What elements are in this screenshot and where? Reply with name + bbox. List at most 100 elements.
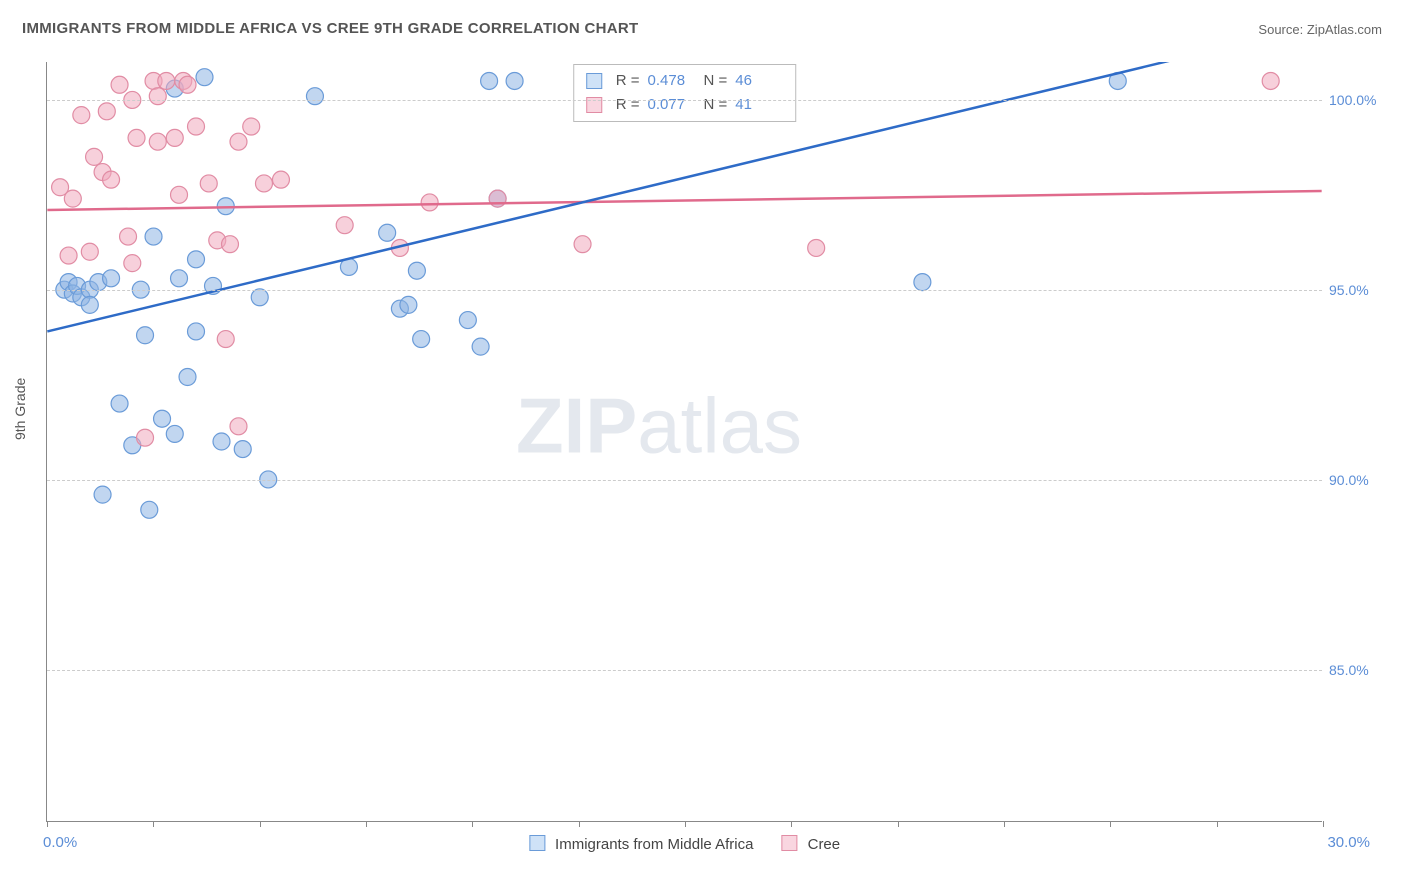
legend-label-2: Cree	[808, 836, 841, 853]
x-tick	[366, 821, 367, 827]
scatter-point	[217, 331, 234, 348]
source-name: ZipAtlas.com	[1307, 22, 1382, 37]
stat-N-value-2: 41	[735, 93, 783, 117]
scatter-point	[60, 247, 77, 264]
scatter-point	[103, 270, 120, 287]
scatter-point	[179, 368, 196, 385]
stat-R-label: R =	[616, 69, 640, 93]
scatter-point	[64, 190, 81, 207]
source-label: Source: ZipAtlas.com	[1258, 22, 1382, 37]
scatter-point	[171, 270, 188, 287]
scatter-point	[481, 72, 498, 89]
scatter-point	[1262, 72, 1279, 89]
chart-svg	[47, 62, 1322, 821]
scatter-point	[154, 410, 171, 427]
stats-legend-box: R = 0.478 N = 46 R = 0.077 N = 41	[573, 64, 797, 122]
scatter-point	[188, 323, 205, 340]
scatter-point	[179, 76, 196, 93]
legend-label-1: Immigrants from Middle Africa	[555, 836, 753, 853]
plot-area: ZIPatlas R = 0.478 N = 46 R = 0.077 N = …	[46, 62, 1322, 822]
scatter-point	[73, 289, 90, 306]
scatter-point	[205, 277, 222, 294]
scatter-point	[69, 277, 86, 294]
y-tick-label: 100.0%	[1329, 92, 1384, 108]
scatter-point	[459, 312, 476, 329]
scatter-point	[124, 255, 141, 272]
legend-item-1: Immigrants from Middle Africa	[529, 835, 754, 853]
scatter-point	[506, 72, 523, 89]
scatter-point	[94, 486, 111, 503]
swatch-series1	[586, 73, 602, 89]
y-tick-label: 90.0%	[1329, 472, 1384, 488]
stat-R-value-1: 0.478	[648, 69, 696, 93]
scatter-point	[234, 441, 251, 458]
scatter-point	[73, 107, 90, 124]
x-axis-min-label: 0.0%	[43, 834, 77, 851]
scatter-point	[400, 296, 417, 313]
scatter-point	[166, 80, 183, 97]
scatter-point	[64, 285, 81, 302]
scatter-point	[120, 228, 137, 245]
scatter-point	[60, 274, 77, 291]
scatter-point	[188, 251, 205, 268]
scatter-point	[145, 72, 162, 89]
bottom-legend: Immigrants from Middle Africa Cree	[529, 835, 840, 853]
scatter-point	[808, 239, 825, 256]
scatter-point	[149, 133, 166, 150]
scatter-point	[230, 418, 247, 435]
scatter-point	[141, 501, 158, 518]
scatter-point	[413, 331, 430, 348]
x-tick	[1004, 821, 1005, 827]
scatter-point	[213, 433, 230, 450]
x-tick	[685, 821, 686, 827]
x-tick	[579, 821, 580, 827]
scatter-point	[336, 217, 353, 234]
scatter-point	[408, 262, 425, 279]
gridline-h	[47, 670, 1322, 671]
trend-line	[47, 191, 1321, 210]
scatter-point	[90, 274, 107, 291]
scatter-point	[421, 194, 438, 211]
stats-row-series1: R = 0.478 N = 46	[586, 69, 784, 93]
x-tick	[47, 821, 48, 827]
scatter-point	[255, 175, 272, 192]
gridline-h	[47, 100, 1322, 101]
scatter-point	[98, 103, 115, 120]
x-tick	[260, 821, 261, 827]
scatter-point	[137, 327, 154, 344]
scatter-point	[52, 179, 69, 196]
scatter-point	[94, 164, 111, 181]
scatter-point	[81, 243, 98, 260]
scatter-point	[145, 228, 162, 245]
scatter-point	[111, 76, 128, 93]
scatter-point	[149, 88, 166, 105]
scatter-point	[340, 258, 357, 275]
x-tick	[153, 821, 154, 827]
scatter-point	[103, 171, 120, 188]
stat-N-label: N =	[704, 69, 728, 93]
scatter-point	[222, 236, 239, 253]
scatter-point	[489, 190, 506, 207]
x-axis-max-label: 30.0%	[1327, 834, 1370, 851]
stat-N-value-1: 46	[735, 69, 783, 93]
scatter-point	[472, 338, 489, 355]
stat-R-value-2: 0.077	[648, 93, 696, 117]
scatter-point	[914, 274, 931, 291]
scatter-point	[171, 186, 188, 203]
y-axis-label: 9th Grade	[12, 378, 28, 440]
scatter-point	[230, 133, 247, 150]
x-tick	[472, 821, 473, 827]
x-tick	[1110, 821, 1111, 827]
scatter-point	[272, 171, 289, 188]
x-tick	[1217, 821, 1218, 827]
scatter-point	[306, 88, 323, 105]
scatter-point	[188, 118, 205, 135]
scatter-point	[166, 129, 183, 146]
scatter-point	[124, 437, 141, 454]
x-tick	[791, 821, 792, 827]
x-tick	[1323, 821, 1324, 827]
scatter-point	[200, 175, 217, 192]
scatter-point	[391, 239, 408, 256]
scatter-point	[137, 429, 154, 446]
scatter-point	[81, 296, 98, 313]
